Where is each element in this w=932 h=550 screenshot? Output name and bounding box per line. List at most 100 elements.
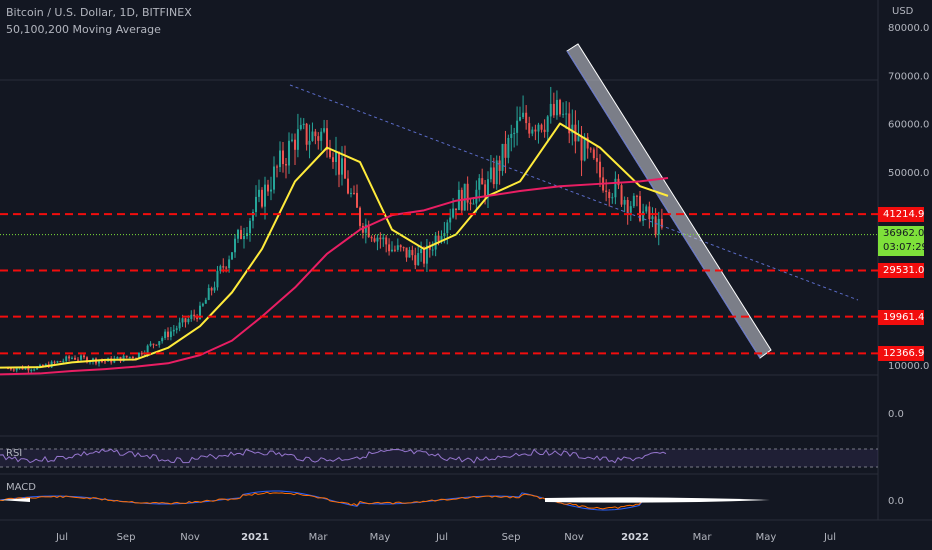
candle-body xyxy=(30,369,33,371)
candle-body xyxy=(314,131,317,137)
candle-body xyxy=(137,352,140,359)
candle-body xyxy=(122,355,125,362)
candle-body xyxy=(414,255,417,266)
macd-axis-label: 0.0 xyxy=(888,496,904,507)
level-tag-2: 29531.0 xyxy=(878,263,924,278)
currency-label[interactable]: USD xyxy=(892,6,914,17)
candle-body xyxy=(367,224,370,238)
candle-body xyxy=(501,143,504,171)
candle-body xyxy=(288,140,290,166)
candle-body xyxy=(27,367,30,371)
candle-body xyxy=(116,356,119,359)
time-axis-label: May xyxy=(756,532,777,543)
candle-body xyxy=(623,199,626,205)
time-axis-label: Nov xyxy=(180,532,200,543)
candle-body xyxy=(423,249,425,264)
candle-body xyxy=(396,245,399,250)
candlestick-series xyxy=(7,86,663,373)
candle-body xyxy=(15,368,18,371)
candle-body xyxy=(639,196,641,221)
candle-body xyxy=(83,355,85,358)
candle-body xyxy=(417,253,420,266)
candle-body xyxy=(12,369,15,371)
candle-body xyxy=(276,166,278,168)
candle-body xyxy=(104,361,106,363)
candle-body xyxy=(455,208,457,211)
time-axis-label: Mar xyxy=(693,532,713,543)
candle-body xyxy=(440,236,443,242)
symbol-title[interactable]: Bitcoin / U.S. Dollar, 1D, BITFINEX xyxy=(6,6,192,19)
candle-body xyxy=(296,129,299,150)
rsi-pane-label[interactable]: RSI xyxy=(6,448,23,459)
candle-body xyxy=(555,99,558,116)
candle-body xyxy=(589,148,592,150)
candle-body xyxy=(193,314,196,317)
candle-body xyxy=(249,220,251,234)
candle-body xyxy=(228,259,231,268)
candle-body xyxy=(7,368,9,370)
candle-body xyxy=(33,369,36,371)
candle-body xyxy=(481,178,484,185)
candle-body xyxy=(216,270,219,288)
candle-body xyxy=(335,151,337,162)
candle-body xyxy=(605,190,608,192)
candle-body xyxy=(489,167,492,180)
candle-body xyxy=(373,238,376,242)
price-axis-label: 80000.0 xyxy=(888,23,929,34)
candle-body xyxy=(53,361,56,363)
candle-body xyxy=(152,343,155,345)
candle-body xyxy=(169,331,172,338)
candle-body xyxy=(77,359,79,361)
candle-body xyxy=(492,167,495,185)
level-tag-1: 41214.9 xyxy=(878,207,924,222)
candle-body xyxy=(24,367,27,370)
candle-body xyxy=(332,157,334,162)
candle-body xyxy=(391,249,393,252)
candle-body xyxy=(131,356,134,359)
time-axis-label: Jul xyxy=(55,532,68,543)
current-price-tag: 36962.0 03:07:29 xyxy=(878,226,928,256)
trendline xyxy=(289,84,859,301)
candle-body xyxy=(428,245,431,250)
candle-body xyxy=(158,341,161,346)
candle-body xyxy=(635,195,638,197)
candle-body xyxy=(338,151,340,175)
candle-body xyxy=(299,125,302,130)
candle-body xyxy=(543,129,546,132)
candle-body xyxy=(175,328,178,330)
candle-body xyxy=(449,217,452,223)
candle-body xyxy=(201,303,204,306)
candle-body xyxy=(172,329,175,332)
candle-body xyxy=(385,237,388,245)
candle-body xyxy=(86,357,88,363)
candle-body xyxy=(431,249,434,251)
candle-body xyxy=(252,211,254,221)
candle-body xyxy=(308,140,311,145)
candle-body xyxy=(379,237,382,240)
candle-body xyxy=(469,202,472,205)
candle-body xyxy=(495,160,498,185)
candle-body xyxy=(660,218,663,228)
candle-body xyxy=(571,124,574,134)
bar-countdown: 03:07:29 xyxy=(883,242,928,253)
channel-edge xyxy=(566,50,761,359)
time-axis-label: Nov xyxy=(564,532,584,543)
candle-body xyxy=(562,113,565,115)
candle-body xyxy=(231,252,233,260)
candle-body xyxy=(187,318,190,323)
candle-body xyxy=(559,99,561,115)
candle-body xyxy=(344,158,346,179)
candle-body xyxy=(549,103,552,117)
candle-body xyxy=(614,178,617,198)
time-axis-label: Sep xyxy=(502,532,521,543)
price-axis-label: 70000.0 xyxy=(888,71,929,82)
candle-body xyxy=(204,299,207,304)
candle-body xyxy=(149,343,152,346)
candle-body xyxy=(546,116,549,132)
candle-body xyxy=(302,123,305,126)
candle-body xyxy=(516,120,519,133)
candle-body xyxy=(213,287,216,291)
indicator-legend[interactable]: 50,100,200 Moving Average xyxy=(6,23,161,36)
candle-body xyxy=(651,216,654,220)
